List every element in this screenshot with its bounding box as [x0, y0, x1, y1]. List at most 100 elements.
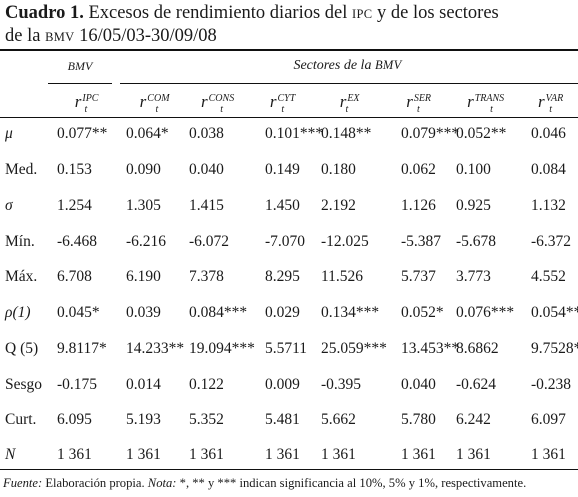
column-symbol-base: r [467, 92, 474, 111]
note-nota-label: Nota: [147, 476, 177, 490]
table-cell: 9.8117* [57, 340, 107, 357]
table-row: Curt. 6.095 5.193 5.352 5.481 5.662 5.780 6.242… [0, 411, 578, 433]
column-symbol-sub: t [345, 104, 349, 115]
table-cell: 5.193 [126, 411, 161, 428]
group-header-bmv: BMV [67, 59, 93, 73]
table-cell: 9.7528* [531, 340, 578, 357]
table-cell: 0.077** [57, 125, 108, 142]
table-cell: 6.708 [57, 268, 92, 285]
table-cell: 1 361 [531, 446, 566, 463]
table-cell: 1 361 [456, 446, 491, 463]
table-cell: 5.780 [401, 411, 436, 428]
table-cell: 1.450 [265, 197, 300, 214]
table-cell: 1.126 [401, 197, 436, 214]
title-text-3: de la [5, 26, 41, 46]
column-symbol-base: r [74, 92, 82, 111]
table-cell: -5.678 [456, 233, 497, 250]
table-cell: -0.624 [456, 376, 497, 393]
table-cell: -7.070 [265, 233, 306, 250]
table-cell: -6.072 [189, 233, 230, 250]
table-cell: 5.737 [401, 268, 436, 285]
title-text-1: Excesos de rendimiento diarios del [88, 3, 348, 23]
table-cell: 0.084*** [189, 304, 248, 321]
table-cell: 13.453** [401, 340, 460, 357]
row-label: μ [5, 125, 13, 142]
column-symbol-sub: t [490, 104, 493, 115]
table-cell: 4.552 [531, 268, 566, 285]
table-cell: 8.295 [265, 268, 300, 285]
column-header-cyt: rCYTt [237, 92, 317, 115]
table-cell: 0.039 [126, 304, 161, 321]
row-label: Med. [5, 161, 38, 178]
table-cell: 5.481 [265, 411, 300, 428]
row-label: ρ(1) [5, 304, 31, 321]
column-header-ipc: rIPCt [41, 92, 121, 115]
group-header-sectores: Sectores de la BMV [120, 58, 575, 74]
group-underline-sectores [120, 83, 578, 84]
table-cell: 0.149 [265, 161, 300, 178]
table-cell: -6.468 [57, 233, 98, 250]
header-rule [0, 117, 578, 118]
table-cell: 0.038 [189, 125, 224, 142]
column-symbol-sup: SER [413, 93, 432, 104]
table-cell: 14.233** [126, 340, 185, 357]
table-cell: 6.095 [57, 411, 92, 428]
table-cell: -0.395 [321, 376, 362, 393]
column-header-cons: rCONSt [172, 92, 252, 115]
table-cell: 1 361 [401, 446, 436, 463]
table-cell: 0.045* [57, 304, 100, 321]
column-symbol-base: r [339, 92, 347, 111]
column-symbol-sup: VAR [545, 93, 564, 104]
table-row: ρ(1) 0.045* 0.039 0.084*** 0.029 0.134*** 0.05… [0, 304, 578, 326]
column-symbol-base: r [269, 92, 277, 111]
column-symbol-base: r [139, 92, 147, 111]
table-cell: 0.014 [126, 376, 161, 393]
column-symbol-sub: t [220, 104, 223, 115]
column-symbol-sup: CYT [277, 93, 296, 104]
table-cell: 0.009 [265, 376, 300, 393]
table-cell: 2.192 [321, 197, 356, 214]
row-label: σ [5, 197, 13, 214]
table-row: Med. 0.153 0.090 0.040 0.149 0.180 0.062 0.100 0… [0, 161, 578, 183]
row-label: Q (5) [5, 340, 39, 357]
table-row: σ 1.254 1.305 1.415 1.450 2.192 1.126 0.925 1.13… [0, 197, 578, 219]
table-cell: 1 361 [57, 446, 92, 463]
title-text-2: y de los sectores [377, 3, 499, 23]
column-symbol-sub: t [84, 104, 88, 115]
table-cell: 0.040 [401, 376, 436, 393]
table-row: N 1 361 1 361 1 361 1 361 1 361 1 361 1 361 1 36… [0, 446, 578, 468]
group-underline-bmv [48, 83, 112, 84]
table-cell: -6.372 [531, 233, 572, 250]
table-cell: 0.180 [321, 161, 356, 178]
table-row: Mín. -6.468 -6.216 -6.072 -7.070 -12.025 -5.38… [0, 233, 578, 255]
row-label: Curt. [5, 411, 37, 428]
table-cell: 1 361 [321, 446, 356, 463]
table-cell: 0.101*** [265, 125, 324, 142]
table-cell: 0.076*** [456, 304, 515, 321]
table-cell: 0.100 [456, 161, 491, 178]
note-fuente-label: Fuente: [3, 476, 43, 490]
table-note: Fuente: Elaboración propia. Nota: *, ** … [3, 474, 578, 492]
note-nota-text: *, ** y *** indican significancia al 10%… [179, 476, 527, 490]
table-cell: 0.052** [456, 125, 507, 142]
column-symbol-sub: t [417, 104, 420, 115]
top-rule [0, 49, 578, 51]
row-label: N [5, 446, 16, 463]
group-header-sectores-abbr: BMV [374, 58, 402, 72]
table-cell: 1.254 [57, 197, 92, 214]
table-cell: 0.090 [126, 161, 161, 178]
table-cell: 5.352 [189, 411, 224, 428]
column-header-trans: rTRANSt [440, 92, 520, 115]
table-cell: 1.415 [189, 197, 224, 214]
column-symbol-base: r [201, 92, 208, 111]
row-label: Mín. [5, 233, 35, 250]
bottom-rule [0, 469, 578, 470]
column-symbol-sup: TRANS [474, 93, 505, 104]
table-cell: 0.046 [531, 125, 566, 142]
column-symbol-sub: t [281, 104, 285, 115]
table-cell: 6.097 [531, 411, 566, 428]
table-title: Cuadro 1. Excesos de rendimiento diarios… [5, 2, 571, 48]
row-label: Máx. [5, 268, 38, 285]
table-cell: 0.079*** [401, 125, 460, 142]
column-symbol-sup: IPC [82, 93, 99, 104]
